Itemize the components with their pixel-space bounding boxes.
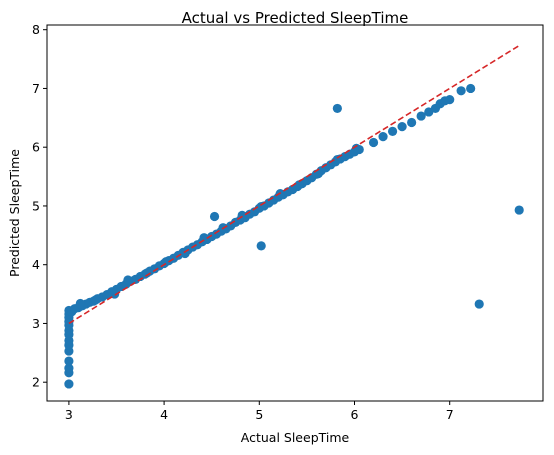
data-point-92 (332, 103, 342, 114)
y-tick-label-8: 8 (32, 22, 40, 37)
data-point-107 (294, 180, 304, 190)
data-point-99 (142, 268, 152, 278)
data-point-97 (109, 289, 120, 299)
data-point-88 (456, 86, 466, 96)
y-tick-label-2: 2 (32, 375, 40, 390)
y-tick-label-7: 7 (32, 81, 40, 96)
data-point-95 (75, 298, 85, 309)
x-axis-label: Actual SleepTime (241, 430, 350, 445)
data-point-77 (368, 137, 379, 148)
y-tick-label-4: 4 (32, 257, 40, 272)
data-point-80 (397, 122, 407, 132)
data-point-87 (445, 95, 455, 105)
chart-title: Actual vs Predicted SleepTime (182, 9, 409, 27)
data-point-78 (378, 132, 388, 142)
data-point-93 (474, 299, 484, 309)
reference-line (68, 44, 520, 325)
data-point-82 (416, 111, 426, 121)
data-point-102 (199, 233, 209, 243)
x-tick-label-3: 3 (65, 407, 73, 422)
y-tick-label-5: 5 (32, 198, 40, 213)
data-point-3 (64, 356, 74, 366)
plot-frame (46, 24, 544, 402)
data-point-96 (90, 295, 101, 305)
y-tick-label-6: 6 (32, 140, 40, 155)
data-point-91 (256, 241, 266, 251)
data-point-2 (64, 363, 74, 373)
data-point-98 (123, 275, 133, 285)
data-point-90 (209, 211, 220, 222)
data-point-0 (64, 379, 74, 389)
data-point-81 (407, 117, 417, 128)
data-point-89 (466, 83, 476, 94)
y-tick-label-3: 3 (32, 316, 40, 331)
data-point-94 (514, 205, 524, 215)
x-tick-label-6: 6 (351, 407, 359, 422)
data-point-110 (351, 143, 361, 153)
x-tick-label-4: 4 (160, 407, 168, 422)
x-tick-label-5: 5 (255, 407, 263, 422)
y-axis-label: Predicted SleepTime (7, 149, 22, 277)
x-tick-label-7: 7 (446, 407, 454, 422)
data-point-79 (387, 126, 398, 136)
